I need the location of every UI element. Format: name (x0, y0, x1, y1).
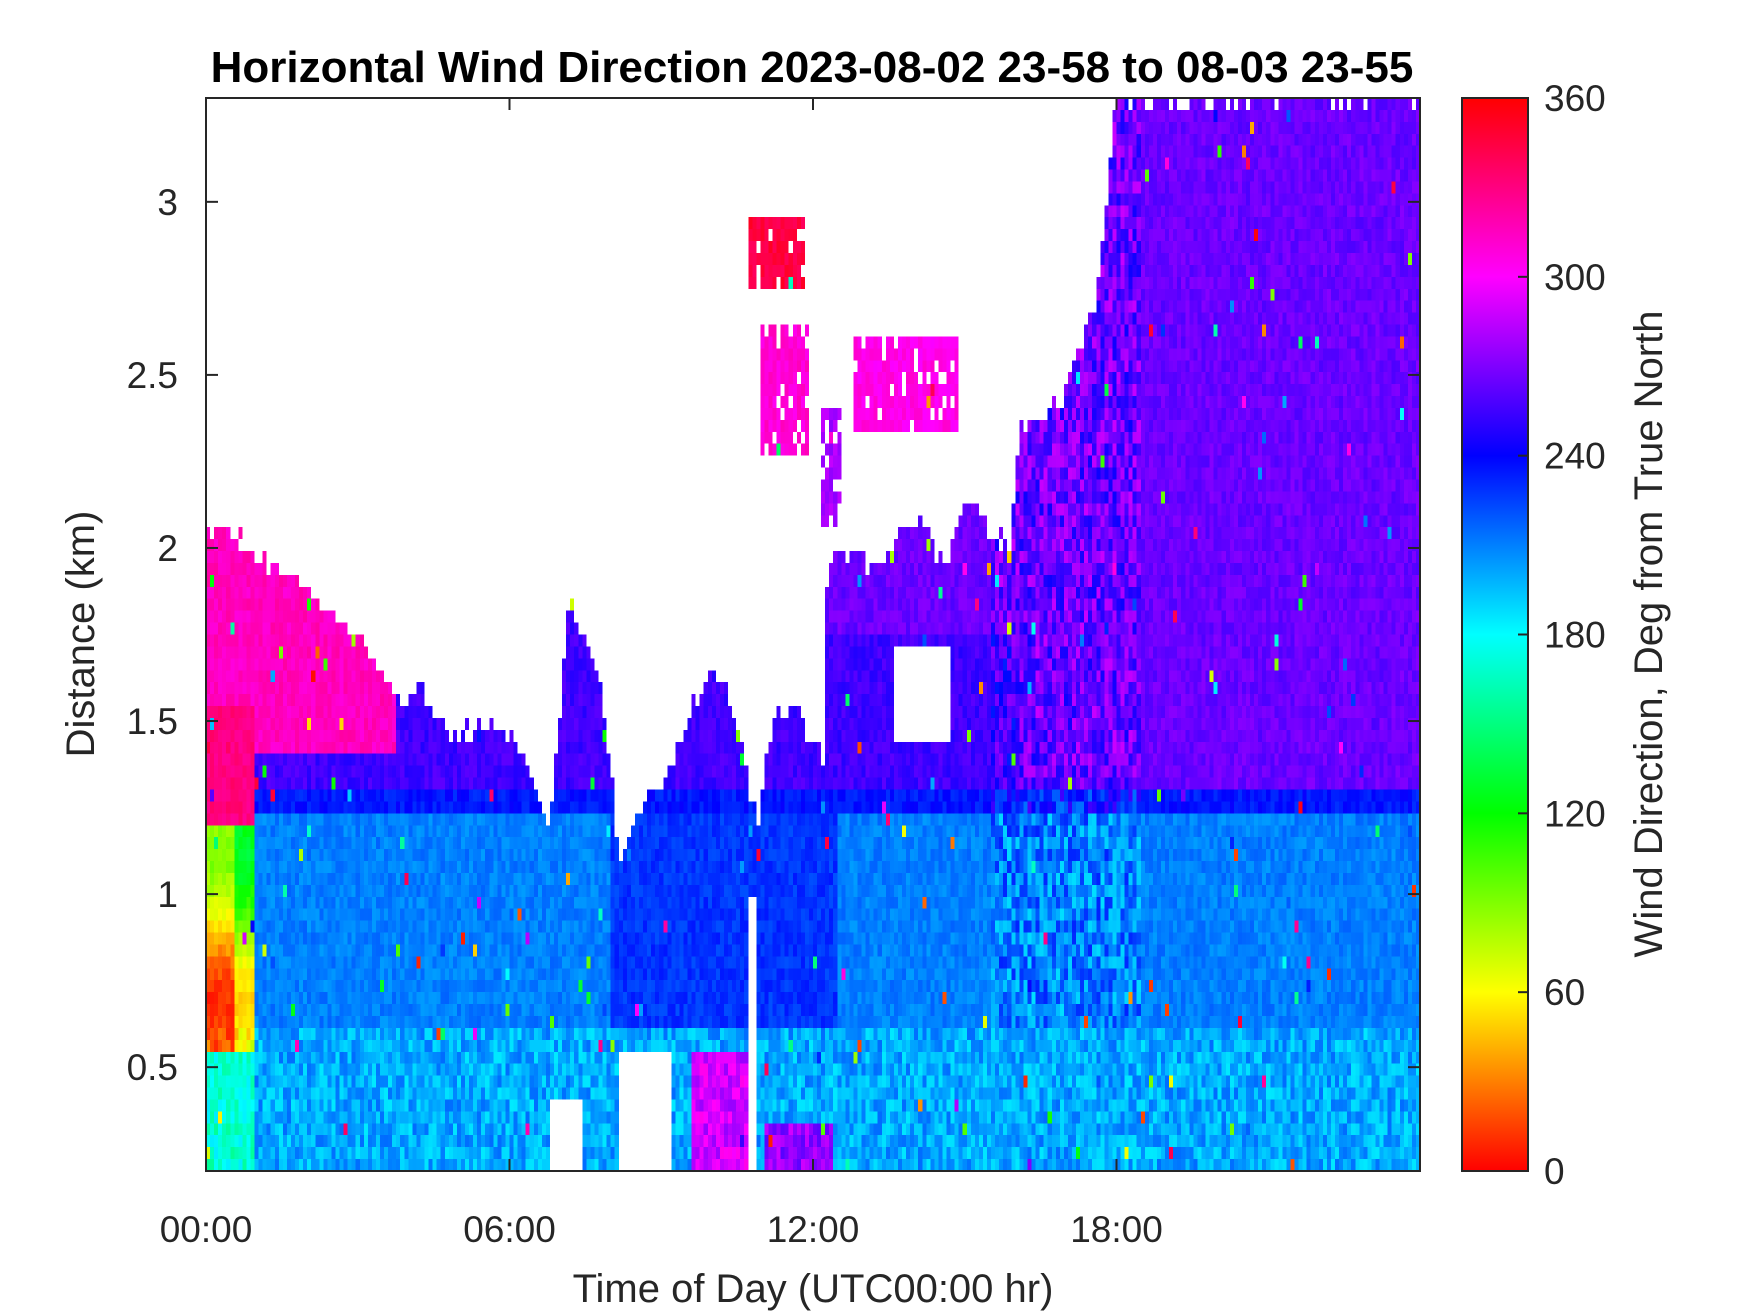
colorbar-tick-label: 360 (1544, 78, 1606, 119)
colorbar-tick-label: 240 (1544, 436, 1606, 477)
y-tick-label: 3 (157, 182, 178, 223)
colorbar-label: Wind Direction, Deg from True North (1627, 311, 1671, 958)
colorbar (1461, 97, 1529, 1172)
x-axis-ticks: 00:00 06:00 12:00 18:00 (160, 98, 1163, 1250)
y-tick-label: 2.5 (127, 355, 178, 396)
x-axis-label: Time of Day (UTC00:00 hr) (573, 1267, 1054, 1311)
y-axis-label: Distance (km) (59, 511, 103, 758)
colorbar-ticks: 0 60 120 180 240 300 360 (1518, 78, 1606, 1192)
colorbar-tick-label: 0 (1544, 1151, 1565, 1192)
y-axis-ticks: 0.5 1 1.5 2 2.5 3 (127, 182, 1420, 1088)
colorbar-tick-label: 300 (1544, 257, 1606, 298)
x-tick-label: 00:00 (160, 1209, 253, 1250)
y-tick-label: 1 (157, 874, 178, 915)
y-tick-label: 2 (157, 528, 178, 569)
chart-title: Horizontal Wind Direction 2023-08-02 23-… (211, 43, 1414, 92)
colorbar-tick-label: 180 (1544, 615, 1606, 656)
y-tick-label: 1.5 (127, 701, 178, 742)
x-tick-label: 12:00 (767, 1209, 860, 1250)
x-tick-label: 18:00 (1070, 1209, 1163, 1250)
y-tick-label: 0.5 (127, 1047, 178, 1088)
colorbar-tick-label: 120 (1544, 793, 1606, 834)
heatmap-cells (206, 98, 1420, 1171)
wind-direction-heatmap (206, 98, 1420, 1171)
colorbar-tick-label: 60 (1544, 972, 1585, 1013)
x-tick-label: 06:00 (463, 1209, 556, 1250)
